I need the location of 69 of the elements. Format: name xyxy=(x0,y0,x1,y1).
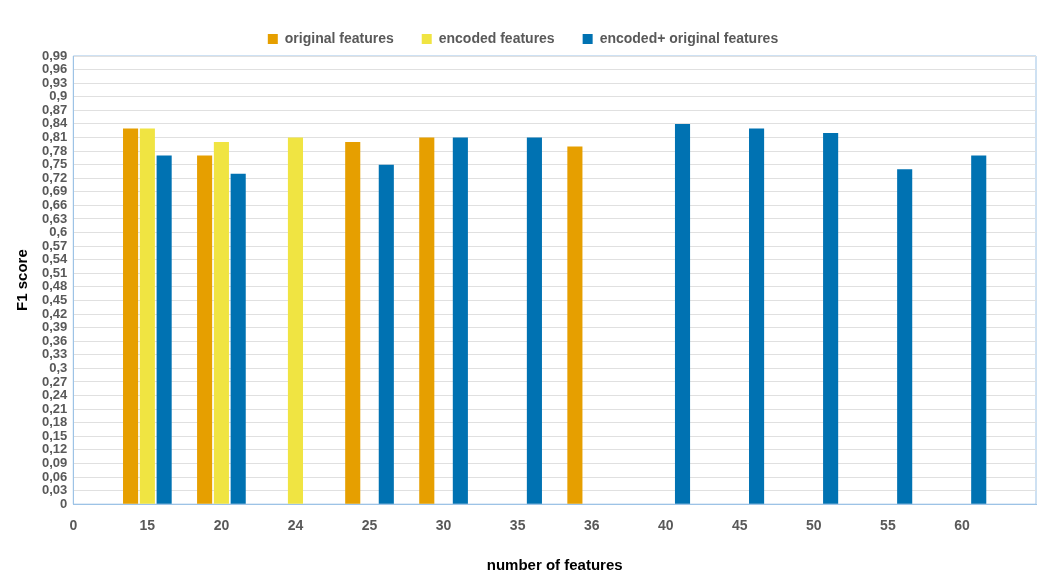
bar xyxy=(749,128,765,504)
bar xyxy=(526,137,542,504)
bar xyxy=(378,164,394,504)
y-tick-label: 0,93 xyxy=(41,74,68,90)
y-tick-label: 0,99 xyxy=(41,47,68,63)
y-tick-label: 0,21 xyxy=(41,400,68,416)
y-tick-label: 0,9 xyxy=(49,88,68,104)
y-tick-label: 0,72 xyxy=(41,169,68,185)
bar xyxy=(213,142,229,504)
y-tick-label: 0,96 xyxy=(41,61,68,77)
bar xyxy=(452,137,468,504)
y-tick-label: 0,63 xyxy=(41,210,68,226)
y-tick-label: 0,3 xyxy=(49,359,68,375)
y-tick-label: 0,84 xyxy=(41,115,69,131)
bar xyxy=(197,155,213,504)
y-tick-label: 0,06 xyxy=(41,468,68,484)
y-tick-label: 0,15 xyxy=(41,427,68,443)
bar xyxy=(287,137,304,504)
y-tick-label: 0,39 xyxy=(41,319,68,335)
bar xyxy=(674,123,691,504)
y-tick-label: 0,51 xyxy=(41,264,68,280)
x-tick-label: 40 xyxy=(657,517,674,534)
y-tick-label: 0,36 xyxy=(41,332,68,348)
bar xyxy=(823,132,839,504)
x-tick-label: 15 xyxy=(139,517,156,534)
y-tick-label: 0,48 xyxy=(41,278,68,294)
y-tick-label: 0,87 xyxy=(41,101,68,117)
x-tick-label: 60 xyxy=(954,517,970,534)
y-tick-label: 0 xyxy=(60,495,68,511)
x-tick-label: 35 xyxy=(509,517,526,534)
x-tick-label: 30 xyxy=(435,517,452,534)
x-tick-label: 55 xyxy=(880,517,896,534)
y-tick-label: 0,18 xyxy=(41,414,68,430)
x-tick-label: 45 xyxy=(732,517,748,534)
bar xyxy=(156,155,172,504)
bar xyxy=(139,128,155,504)
bar xyxy=(345,142,361,504)
bar xyxy=(419,137,435,504)
y-tick-label: 0,45 xyxy=(41,292,68,308)
x-tick-label: 25 xyxy=(361,517,378,534)
bar xyxy=(567,146,583,504)
bar xyxy=(123,128,139,504)
y-tick-label: 0,81 xyxy=(41,129,68,145)
y-tick-label: 0,75 xyxy=(41,156,68,172)
x-tick-label: 36 xyxy=(583,517,600,534)
bar xyxy=(971,155,987,504)
y-tick-label: 0,57 xyxy=(41,237,68,253)
y-tick-label: 0,12 xyxy=(41,441,68,457)
bar xyxy=(230,173,246,504)
x-tick-label: 20 xyxy=(213,517,230,534)
y-axis-title: F1 score xyxy=(13,249,31,311)
y-tick-label: 0,42 xyxy=(41,305,68,321)
legend-label: encoded+ original features xyxy=(599,29,779,46)
legend-label: encoded features xyxy=(438,29,555,46)
y-tick-label: 0,09 xyxy=(41,455,68,471)
y-tick-label: 0,69 xyxy=(41,183,68,199)
y-tick-label: 0,66 xyxy=(41,196,68,212)
x-tick-label: 50 xyxy=(806,517,822,534)
y-tick-label: 0,78 xyxy=(41,142,68,158)
x-tick-label: 24 xyxy=(287,517,304,534)
bar xyxy=(897,169,913,504)
y-tick-label: 0,03 xyxy=(41,482,68,498)
legend-label: original features xyxy=(284,29,394,46)
y-tick-label: 0,27 xyxy=(41,373,68,389)
y-tick-label: 0,24 xyxy=(41,387,69,403)
x-axis-title: number of features xyxy=(486,556,623,574)
y-tick-label: 0,33 xyxy=(41,346,68,362)
y-tick-label: 0,6 xyxy=(49,224,68,240)
y-tick-label: 0,54 xyxy=(41,251,69,267)
